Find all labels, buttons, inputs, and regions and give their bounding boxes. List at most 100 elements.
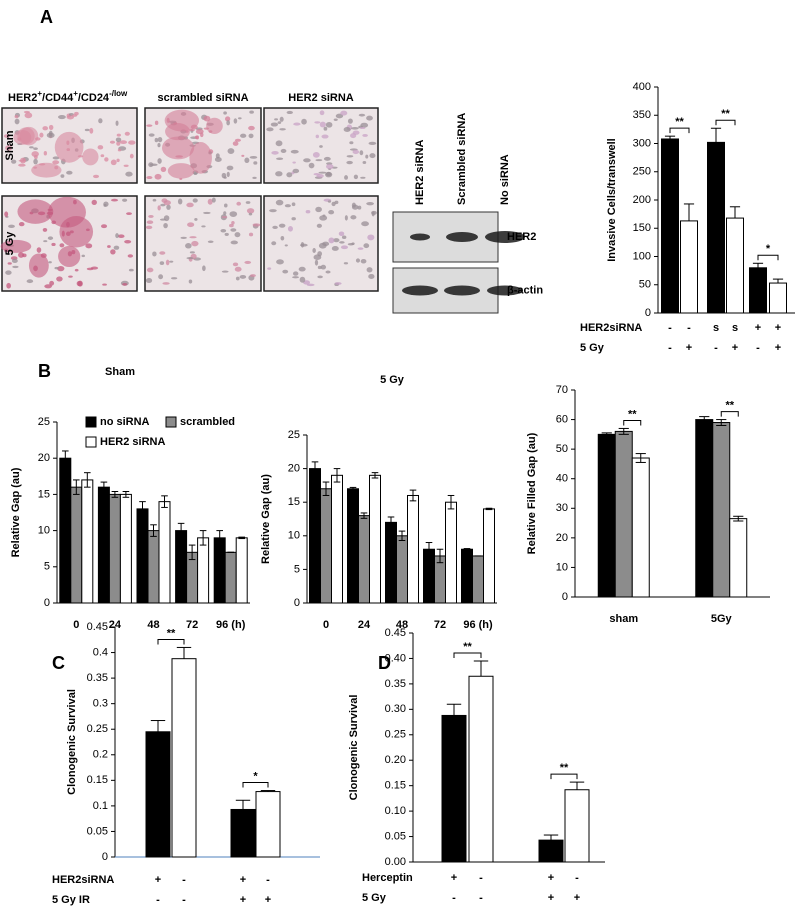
blot-band [446,232,478,242]
cell [315,134,320,139]
cell [49,280,55,286]
cell [51,242,56,246]
cell [360,259,367,264]
cell [103,201,109,207]
cell [323,156,331,161]
cell [351,127,359,130]
cell [4,211,9,217]
cell [22,253,27,258]
cell [48,124,54,131]
legend-swatch [85,416,97,428]
bar [224,551,237,604]
significance-label: ** [721,108,730,120]
condition-value: + [548,892,554,904]
cell [189,236,197,239]
cell [355,258,361,263]
cell [221,270,229,273]
error-bar [463,548,471,551]
cell [271,151,279,155]
band-label: β-actin [507,284,543,296]
cell [358,113,366,117]
bar [369,474,381,604]
significance-label: * [253,770,258,782]
cell [359,150,364,156]
cell [347,243,355,246]
cell-cluster [17,199,54,224]
x-tick-label: 0 [73,619,79,631]
cell [230,240,238,245]
y-tick-label: 0.45 [87,621,108,633]
cell [221,216,228,219]
x-tick-label: 48 [396,619,408,631]
cell [177,198,183,205]
cell [54,266,59,270]
cell [126,212,132,215]
cell [224,232,229,236]
cell [5,270,12,275]
cell [59,243,65,248]
cell [276,259,284,265]
cell [29,146,34,149]
cell [250,274,256,278]
significance-bracket [157,638,185,645]
error-bar [543,834,559,841]
blot-band [444,285,480,296]
cell [314,121,321,124]
cell [145,225,153,230]
cell [202,265,206,272]
cell [227,148,235,154]
cell [52,156,60,160]
cell [368,141,377,146]
condition-value: - [479,892,483,904]
cell [292,271,299,276]
cell [320,264,327,270]
error-bar [618,427,629,435]
cell [226,165,234,171]
y-tick-label: 10 [38,525,50,537]
condition-value: - [452,892,456,904]
cell [353,174,359,180]
cell [56,276,63,282]
y-tick-label: 40 [556,473,568,485]
cell [223,111,227,115]
cell-cluster [54,131,84,163]
cell [351,204,359,210]
y-tick-label: 400 [633,81,651,93]
cell [275,171,283,177]
cell [159,251,166,255]
cell [128,140,136,145]
cell [157,137,163,143]
cell [180,236,187,240]
bar [661,138,679,314]
cell [366,115,373,121]
cell [189,251,195,254]
cell [235,276,240,281]
cell [192,198,198,203]
header-part: + [73,89,78,98]
cell [161,198,168,203]
cell-cluster [161,136,195,160]
y-tick-label: 0.05 [385,830,406,842]
cell-cluster [28,253,49,278]
y-axis-label: Relative Filled Gap (au) [526,432,538,554]
cell [333,118,338,121]
cell [160,203,166,207]
row-label: Sham [4,130,16,160]
cell [191,240,199,247]
y-tick-label: 150 [633,222,651,234]
error-bar [716,419,727,426]
condition-value: - [668,342,672,354]
cell [252,176,257,180]
error-bar [216,530,223,546]
cell [293,122,301,126]
cell [186,202,194,208]
condition-value: - [479,872,483,884]
cell [325,163,334,170]
cell [350,215,357,220]
cell [232,262,239,267]
cell [57,266,65,272]
cell [152,251,157,257]
y-tick-label: 0.35 [385,678,406,690]
cell [362,160,367,164]
error-bar [161,495,168,508]
